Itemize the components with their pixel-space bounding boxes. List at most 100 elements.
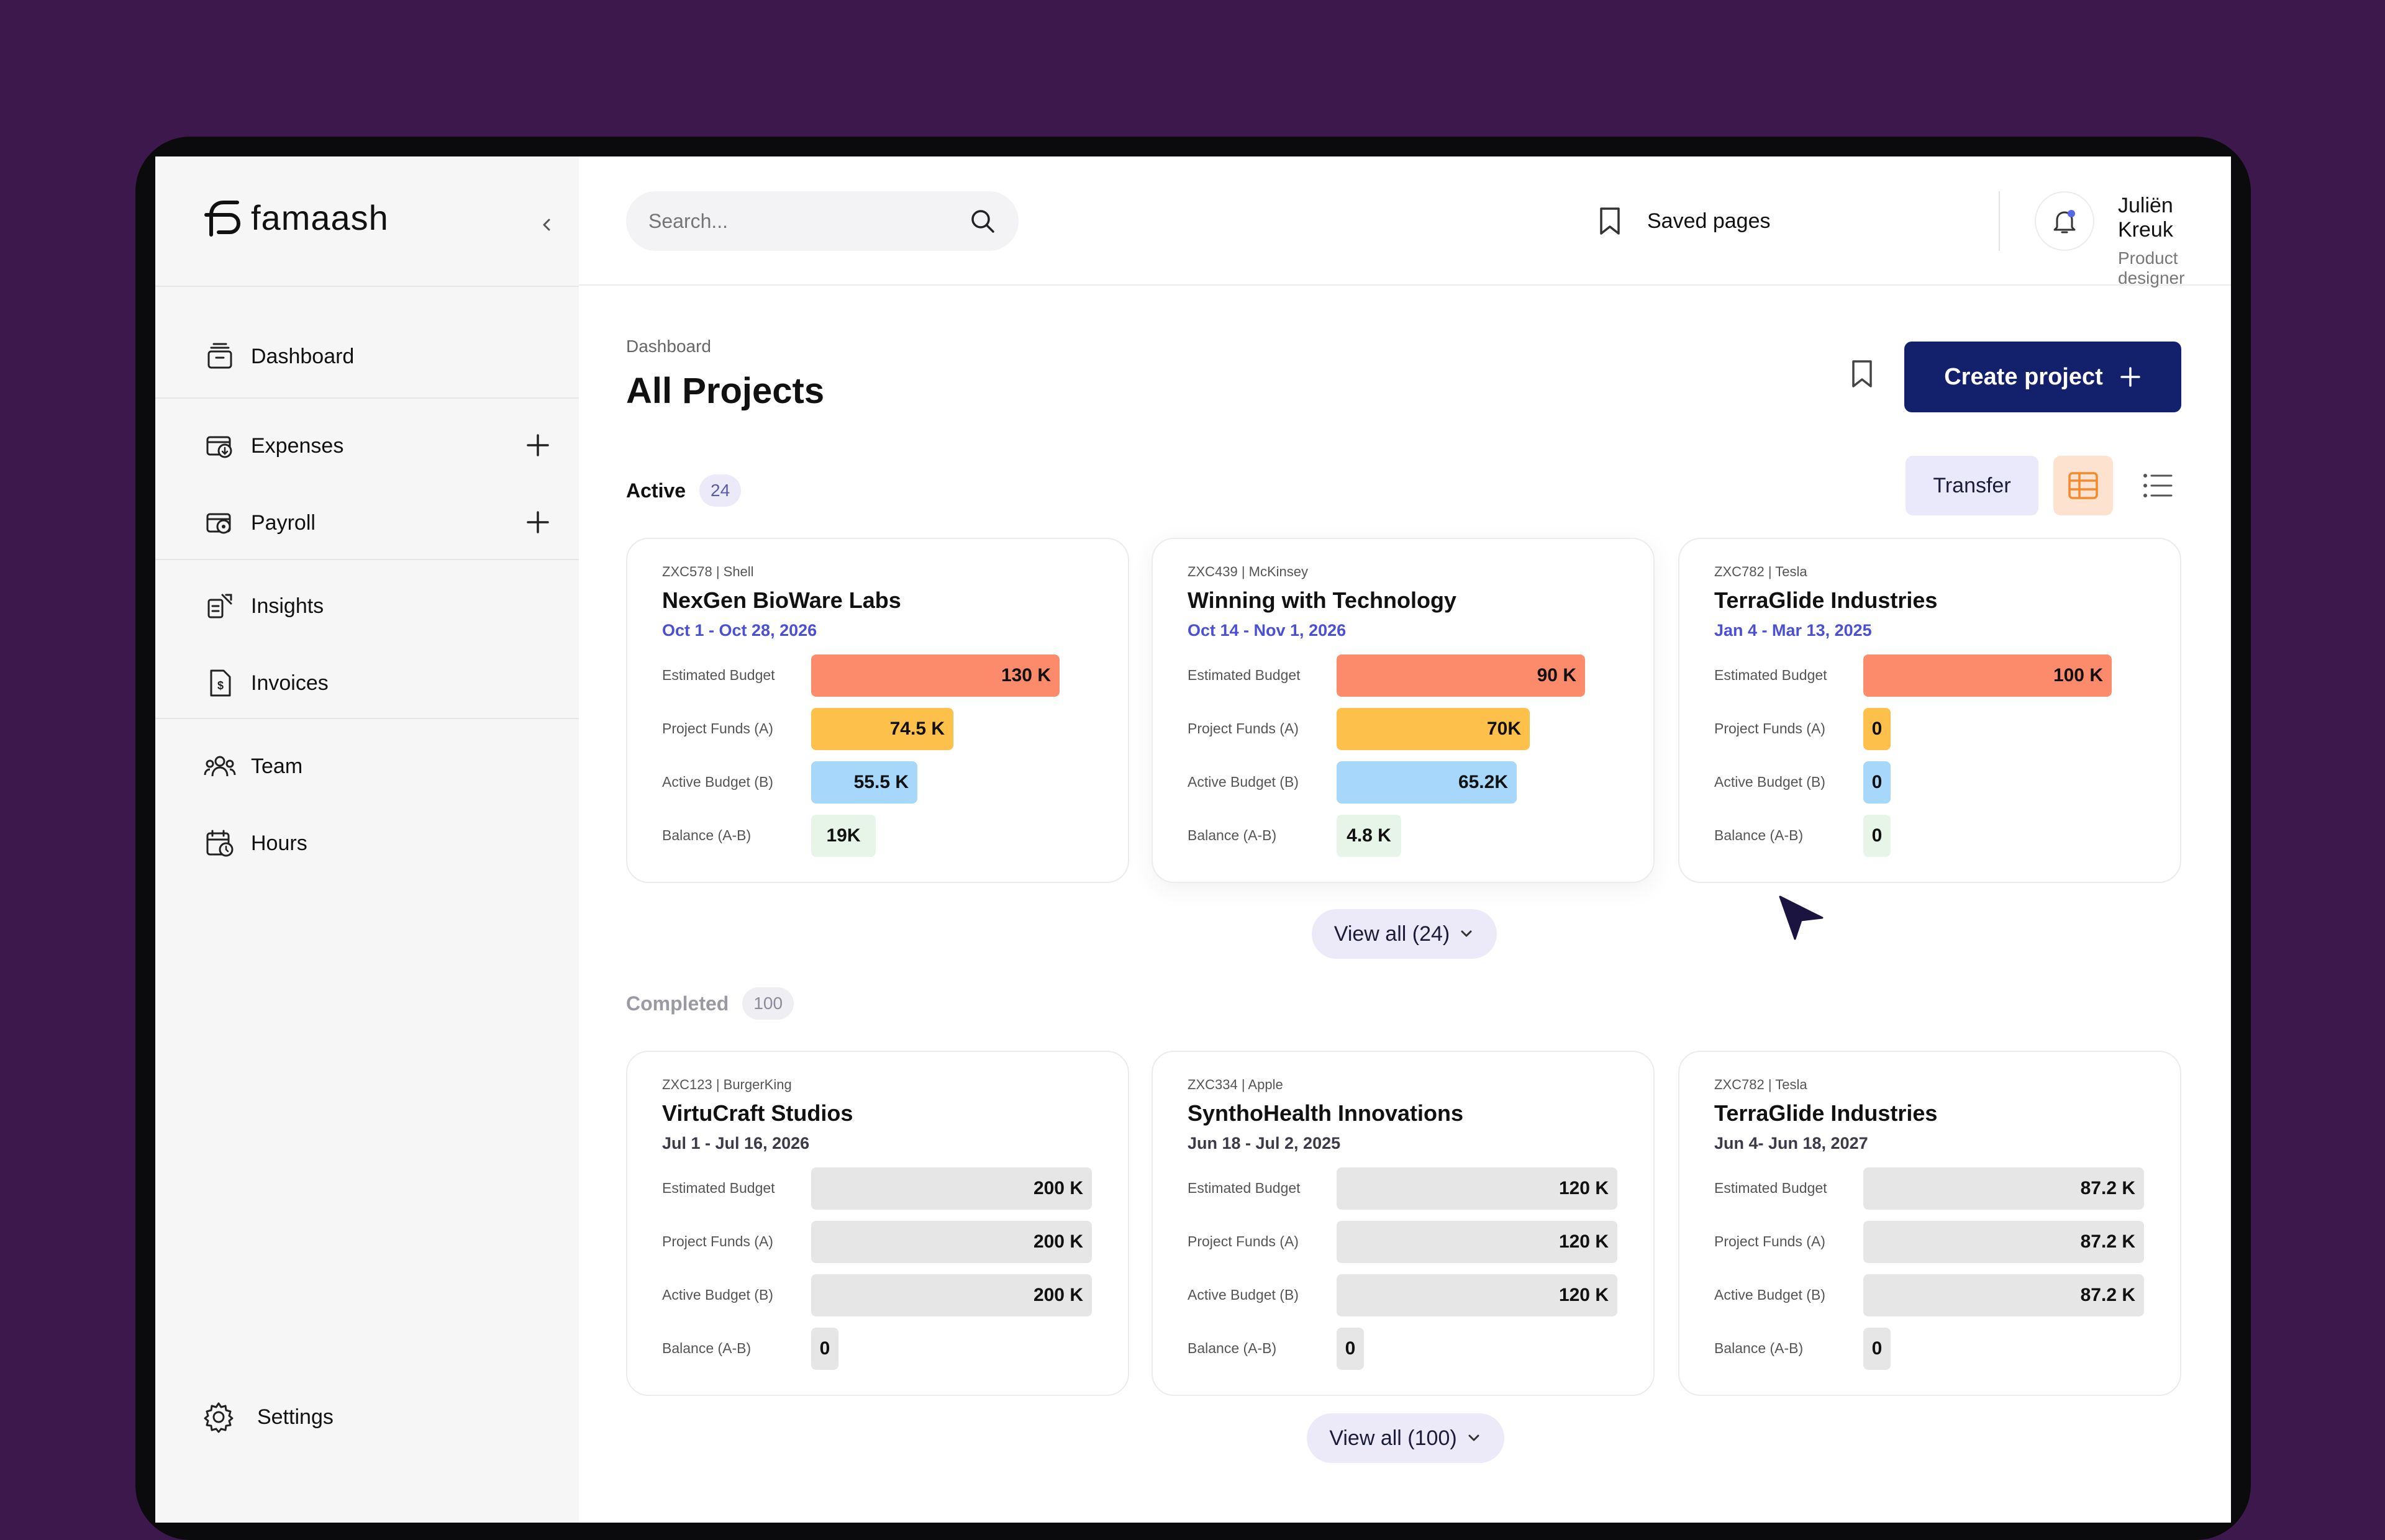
budget-bar: 120 K (1337, 1167, 1617, 1210)
logo-icon (204, 201, 241, 237)
chevron-left-icon (543, 219, 550, 231)
sidebar-item-insights[interactable]: Insights (202, 581, 550, 631)
sidebar-item-label: Payroll (251, 510, 316, 535)
sidebar-item-label: Team (251, 754, 303, 778)
search-input[interactable] (648, 209, 969, 233)
project-card[interactable]: ZXC439 | McKinsey Winning with Technology… (1152, 538, 1655, 883)
budget-bar: 130 K (811, 654, 1060, 697)
hours-icon (202, 826, 237, 861)
sidebar-item-team[interactable]: Team (202, 741, 550, 791)
budget-bar: 200 K (811, 1221, 1092, 1263)
budget-bar: 87.2 K (1863, 1274, 2144, 1316)
sidebar-item-invoices[interactable]: $ Invoices (202, 658, 550, 708)
add-expense-button[interactable] (525, 428, 550, 463)
budget-row-label: Project Funds (A) (1188, 1233, 1299, 1249)
list-view-toggle[interactable] (2128, 456, 2187, 515)
sidebar-item-payroll[interactable]: Payroll (202, 498, 550, 548)
sidebar-item-expenses[interactable]: Expenses (202, 421, 550, 471)
sidebar-item-label: Dashboard (251, 344, 355, 368)
budget-row-label: Balance (A-B) (1188, 827, 1277, 843)
transfer-button[interactable]: Transfer (1906, 456, 2038, 515)
bookmark-page-button[interactable] (1842, 354, 1882, 394)
budget-row-label: Active Budget (B) (1188, 1287, 1299, 1303)
budget-row-label: Balance (A-B) (662, 1340, 752, 1356)
budget-bar: 65.2K (1337, 761, 1517, 804)
project-name: TerraGlide Industries (1714, 587, 1938, 613)
svg-text:$: $ (217, 679, 224, 692)
chevron-down-icon (1461, 930, 1472, 937)
page-title: All Projects (626, 371, 825, 411)
search-box[interactable] (626, 191, 1019, 251)
view-all-active-button[interactable]: View all (24) (1312, 909, 1497, 959)
project-name: Winning with Technology (1188, 587, 1456, 613)
count-badge: 24 (699, 474, 742, 507)
sidebar-item-settings[interactable]: Settings (202, 1401, 334, 1433)
sidebar-divider (155, 286, 579, 287)
add-payroll-button[interactable] (525, 505, 550, 540)
project-card[interactable]: ZXC334 | Apple SynthoHealth Innovations Ju… (1152, 1051, 1655, 1396)
budget-row-label: Active Budget (B) (1714, 1287, 1825, 1303)
view-all-label: View all (100) (1329, 1426, 1457, 1450)
sidebar-divider (155, 718, 579, 719)
collapse-sidebar-button[interactable] (528, 206, 565, 243)
top-bar: Saved pages Juliën Kreuk Product designe… (579, 156, 2231, 288)
budget-row-label: Active Budget (B) (662, 774, 773, 790)
team-icon (202, 749, 237, 784)
search-icon[interactable] (969, 207, 996, 235)
notifications-button[interactable] (2035, 191, 2094, 251)
active-section-header: Active 24 (626, 474, 742, 507)
section-label: Completed (626, 992, 729, 1015)
project-card[interactable]: ZXC782 | Tesla TerraGlide Industries Jun 4… (1678, 1051, 2181, 1396)
sidebar-item-label: Insights (251, 594, 324, 618)
brand-logo[interactable]: famaash (202, 196, 389, 238)
project-dates: Jun 4- Jun 18, 2027 (1714, 1134, 1868, 1153)
sidebar-item-label: Hours (251, 831, 307, 855)
sidebar-item-hours[interactable]: Hours (202, 818, 550, 868)
project-code: ZXC439 | McKinsey (1188, 564, 1309, 579)
project-code: ZXC123 | BurgerKing (662, 1077, 792, 1092)
user-role: Product designer (2118, 248, 2185, 288)
insights-icon (202, 589, 237, 623)
create-project-button[interactable]: Create project (1904, 342, 2181, 412)
project-code: ZXC578 | Shell (662, 564, 754, 579)
saved-pages-label: Saved pages (1647, 209, 1771, 233)
budget-row-label: Balance (A-B) (1714, 827, 1804, 843)
budget-bar: 55.5 K (811, 761, 917, 804)
list-icon (2143, 474, 2173, 497)
settings-label: Settings (257, 1405, 334, 1429)
budget-row-label: Estimated Budget (662, 1180, 775, 1196)
project-card[interactable]: ZXC123 | BurgerKing VirtuCraft Studios Jul… (626, 1051, 1129, 1396)
mouse-pointer-icon (1776, 893, 1826, 946)
bookmark-icon (1852, 360, 1872, 387)
budget-bar: 0 (1863, 1328, 1891, 1370)
sidebar-item-label: Invoices (251, 671, 329, 695)
plus-icon (2120, 367, 2140, 387)
view-all-completed-button[interactable]: View all (100) (1307, 1413, 1504, 1463)
project-name: NexGen BioWare Labs (662, 587, 901, 613)
topbar-divider (1999, 191, 2000, 251)
project-dates: Jul 1 - Jul 16, 2026 (662, 1134, 810, 1153)
budget-bar: 120 K (1337, 1274, 1617, 1316)
table-grid-icon (2068, 472, 2098, 499)
budget-row-label: Active Budget (B) (1714, 774, 1825, 790)
project-name: VirtuCraft Studios (662, 1100, 853, 1126)
project-code: ZXC782 | Tesla (1714, 564, 1807, 579)
budget-row-label: Project Funds (A) (662, 720, 773, 736)
budget-bar: 100 K (1863, 654, 2112, 697)
project-card[interactable]: ZXC782 | Tesla TerraGlide Industries Jan 4… (1678, 538, 2181, 883)
budget-row-label: Project Funds (A) (1188, 720, 1299, 736)
project-card[interactable]: ZXC578 | Shell NexGen BioWare Labs Oct 1 -… (626, 538, 1129, 883)
project-dates: Oct 1 - Oct 28, 2026 (662, 621, 817, 640)
budget-bar: 87.2 K (1863, 1167, 2144, 1210)
grid-view-toggle[interactable] (2053, 456, 2113, 515)
user-info[interactable]: Juliën Kreuk Product designer (2118, 194, 2231, 288)
dashboard-icon (202, 339, 237, 374)
budget-bar: 200 K (811, 1167, 1092, 1210)
budget-bar: 200 K (811, 1274, 1092, 1316)
breadcrumb[interactable]: Dashboard (626, 337, 711, 356)
sidebar-item-dashboard[interactable]: Dashboard (202, 332, 550, 381)
project-code: ZXC782 | Tesla (1714, 1077, 1807, 1092)
saved-pages-link[interactable]: Saved pages (1597, 201, 1771, 241)
sidebar-divider (155, 397, 579, 399)
budget-row-label: Balance (A-B) (1714, 1340, 1804, 1356)
